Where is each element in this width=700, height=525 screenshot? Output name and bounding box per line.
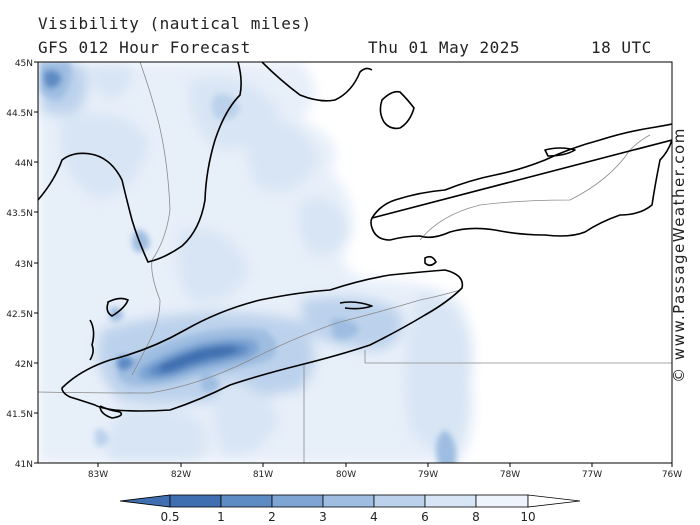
lon-label: 81W [253,470,273,480]
lat-label: 43.5N [6,209,33,219]
colorbar-label: 2 [268,510,276,524]
colorbar-label: 4 [370,510,378,524]
colorbar-label: 10 [520,510,535,524]
lon-label: 83W [88,470,108,480]
lon-label: 82W [171,470,191,480]
colorbar-swatch [475,494,529,508]
lat-label: 43N [15,260,33,270]
lon-label: 79W [418,470,438,480]
colorbar: 0.5 1 2 3 4 6 8 10 [119,494,581,524]
colorbar-label: 1 [217,510,225,524]
map-title: Visibility (nautical miles) [38,14,312,33]
colorbar-swatch [373,494,426,508]
colorbar-label: 3 [319,510,327,524]
colorbar-swatch [271,494,324,508]
coastlines [38,62,672,419]
colorbar-label: 6 [421,510,429,524]
colorbar-swatch-high [527,494,581,508]
colorbar-swatch [424,494,477,508]
lat-label: 42N [15,360,33,370]
forecast-date: Thu 01 May 2025 [368,38,520,57]
lon-label: 78W [500,470,520,480]
lon-label: 76W [662,470,682,480]
colorbar-swatch-low [119,494,171,508]
colorbar-label: 0.5 [160,510,179,524]
forecast-label: GFS 012 Hour Forecast [38,38,251,57]
lat-label: 42.5N [6,310,33,320]
credit-watermark: © www.PassageWeather.com [670,127,688,383]
lat-ticks [34,61,38,464]
boundary-lines [38,62,672,463]
lat-labels: 45N 44.5N 44N 43.5N 43N 42.5N 42N 41.5N … [6,59,33,470]
colorbar-swatch [322,494,375,508]
lat-label: 45N [15,59,33,69]
lon-label: 77W [582,470,602,480]
lat-label: 44.5N [6,109,33,119]
visibility-shading [38,62,474,463]
lon-labels: 83W 82W 81W 80W 79W 78W 77W 76W [88,470,682,480]
colorbar-label: 8 [472,510,480,524]
forecast-time: 18 UTC [591,38,652,57]
lat-label: 41.5N [6,410,33,420]
lat-label: 41N [15,460,33,470]
lat-label: 44N [15,159,33,169]
lon-ticks [97,463,673,467]
colorbar-swatch [169,494,222,508]
colorbar-swatch [220,494,273,508]
lon-label: 80W [336,470,356,480]
